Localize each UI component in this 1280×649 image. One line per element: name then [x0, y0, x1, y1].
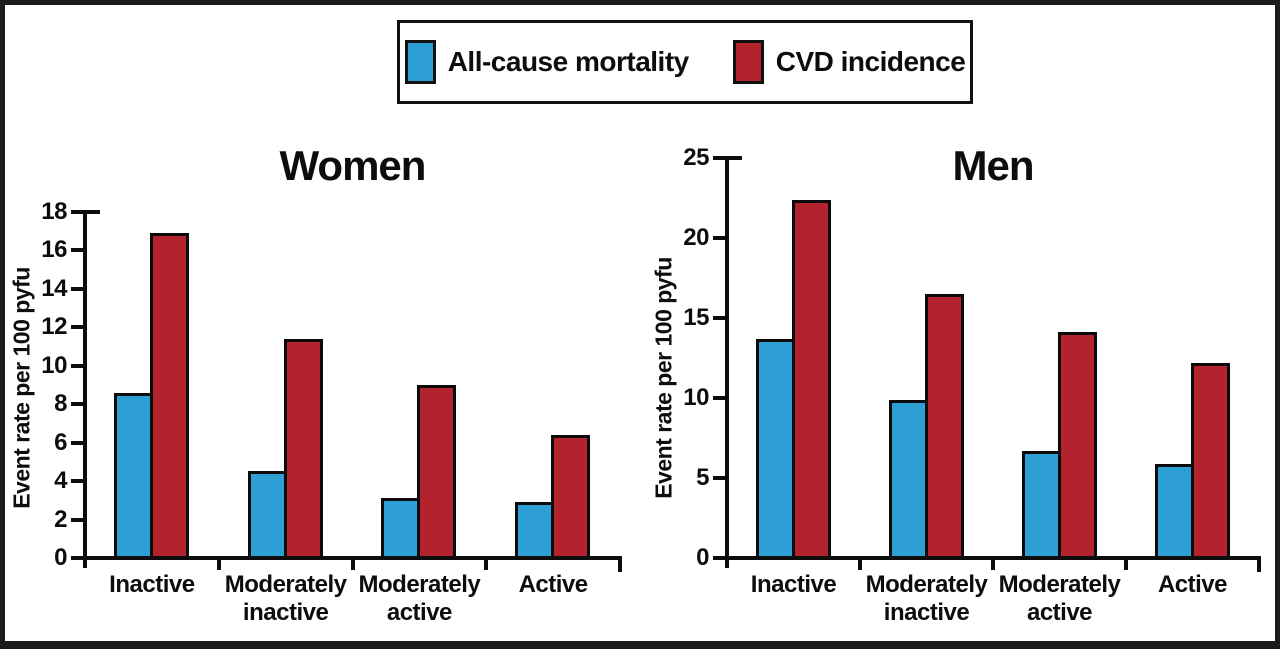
- y-tick-label-men-5: 5: [696, 464, 709, 491]
- legend-item-all-cause-mortality: All-cause mortality: [404, 40, 690, 84]
- y-tick-label-men-25: 25: [683, 144, 709, 171]
- legend-item-cvd-incidence: CVD incidence: [732, 40, 966, 84]
- x-axis-end-cap-women: [618, 556, 622, 572]
- y-tick-women-18: [71, 210, 85, 214]
- y-tick-women-6: [71, 440, 85, 445]
- y-axis-top-cap-women: [85, 210, 100, 214]
- bar-men-moderately-inactive-cvd-incidence: [924, 294, 964, 560]
- x-category-label-men-active: Active: [1157, 571, 1228, 598]
- y-tick-men-15: [713, 316, 727, 320]
- y-tick-label-men-0: 0: [696, 544, 709, 571]
- x-category-label-men-moderately-inactive: Moderately inactive: [865, 571, 988, 627]
- chart-title-women: Women: [279, 142, 427, 189]
- bar-women-inactive-cvd-incidence: [149, 233, 189, 560]
- x-tick-women-1: [216, 558, 221, 570]
- y-tick-men-5: [713, 476, 727, 480]
- y-tick-men-0: [713, 556, 727, 560]
- x-tick-men-3: [1124, 558, 1128, 570]
- x-category-label-women-moderately-active: Moderately active: [358, 571, 481, 627]
- x-tick-women-2: [350, 558, 355, 570]
- y-tick-label-women-4: 4: [54, 467, 67, 495]
- y-axis-top-cap-men: [727, 156, 742, 160]
- bar-men-moderately-inactive-all-cause-mortality: [888, 400, 928, 560]
- bar-men-inactive-all-cause-mortality: [755, 339, 795, 560]
- y-tick-women-12: [71, 325, 85, 330]
- bar-men-moderately-active-cvd-incidence: [1057, 332, 1097, 560]
- x-category-label-women-active: Active: [518, 571, 589, 598]
- legend-label-all-cause-mortality: All-cause mortality: [447, 46, 690, 77]
- y-axis-women: [83, 210, 87, 568]
- bar-men-active-all-cause-mortality: [1154, 464, 1194, 560]
- y-axis-men: [725, 156, 729, 568]
- bar-men-inactive-cvd-incidence: [791, 200, 831, 560]
- y-tick-men-25: [713, 156, 727, 160]
- bar-men-active-cvd-incidence: [1190, 363, 1230, 560]
- bar-women-moderately-active-cvd-incidence: [417, 385, 457, 560]
- x-category-label-women-inactive: Inactive: [109, 571, 195, 598]
- y-tick-women-0: [71, 556, 85, 560]
- y-tick-label-women-18: 18: [41, 198, 67, 225]
- x-category-label-women-moderately-inactive: Moderately inactive: [224, 571, 347, 627]
- y-tick-label-women-2: 2: [54, 505, 67, 533]
- legend-swatch-all-cause-mortality: [404, 40, 436, 84]
- y-tick-label-women-8: 8: [54, 390, 67, 418]
- y-tick-label-women-0: 0: [54, 544, 67, 571]
- y-tick-label-women-16: 16: [41, 236, 67, 264]
- y-tick-label-men-15: 15: [683, 304, 709, 331]
- y-tick-women-16: [71, 248, 85, 253]
- y-tick-label-women-10: 10: [41, 351, 67, 379]
- bar-men-moderately-active-all-cause-mortality: [1021, 451, 1061, 560]
- legend-label-cvd-incidence: CVD incidence: [775, 46, 966, 77]
- y-tick-label-men-10: 10: [683, 384, 709, 411]
- y-axis-label-men: Event rate per 100 pyfu: [650, 257, 677, 499]
- x-category-label-men-inactive: Inactive: [750, 571, 837, 598]
- y-tick-women-4: [71, 479, 85, 484]
- chart-title-men: Men: [952, 142, 1035, 189]
- y-tick-women-2: [71, 517, 85, 522]
- y-tick-label-women-6: 6: [54, 428, 67, 456]
- x-category-label-men-moderately-active: Moderately active: [998, 571, 1121, 627]
- y-tick-label-women-12: 12: [41, 313, 67, 341]
- x-tick-women-3: [484, 558, 489, 570]
- bar-women-moderately-inactive-all-cause-mortality: [247, 471, 287, 560]
- x-tick-men-2: [991, 558, 995, 570]
- legend-swatch-cvd-incidence: [732, 40, 764, 84]
- y-tick-men-20: [713, 236, 727, 240]
- x-axis-end-cap-men: [1257, 556, 1261, 572]
- y-tick-men-10: [713, 396, 727, 400]
- y-tick-women-10: [71, 363, 85, 368]
- y-tick-women-8: [71, 402, 85, 407]
- legend: All-cause mortality CVD incidence: [397, 20, 973, 104]
- x-tick-men-1: [858, 558, 862, 570]
- y-tick-label-men-20: 20: [683, 224, 709, 251]
- y-tick-label-women-14: 14: [41, 274, 67, 302]
- y-tick-women-14: [71, 286, 85, 291]
